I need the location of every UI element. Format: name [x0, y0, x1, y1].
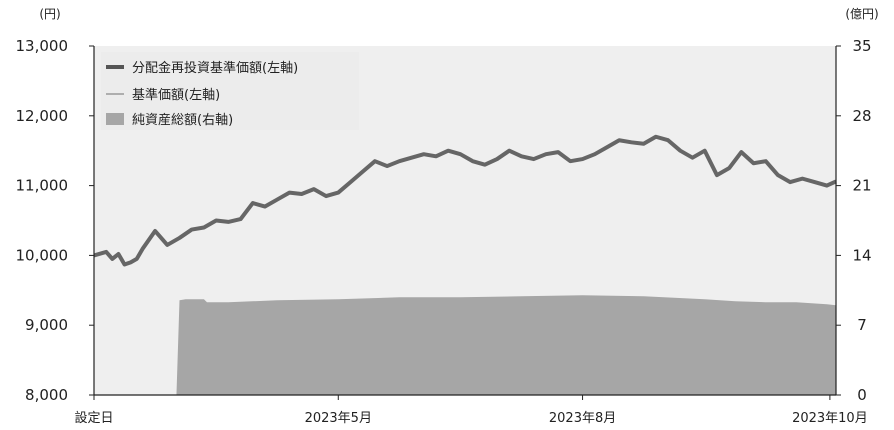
- left-axis-unit: (円): [39, 7, 60, 21]
- x-tick-label: 2023年10月: [792, 411, 868, 426]
- right-tick-label: 21: [852, 177, 871, 195]
- left-tick-label: 12,000: [16, 107, 69, 125]
- legend-label-net-assets: 純資産総額(右軸): [132, 112, 233, 128]
- right-tick-label: 14: [852, 246, 871, 264]
- left-tick-label: 11,000: [16, 177, 69, 195]
- series-line-reinvested-nav: [93, 134, 837, 267]
- left-tick-label: 9,000: [25, 316, 68, 334]
- x-tick-label: 2023年8月: [549, 411, 616, 426]
- right-tick-label: 0: [857, 386, 867, 404]
- x-tick-label: 設定日: [74, 410, 113, 426]
- series-area-net-assets: [94, 295, 836, 395]
- left-tick-label: 10,000: [16, 246, 69, 264]
- legend-label-reinvested-nav: 分配金再投資基準価額(左軸): [132, 60, 298, 76]
- legend-swatch-net-assets: [106, 113, 124, 125]
- legend-label-nav: 基準価額(左軸): [132, 87, 220, 103]
- right-tick-label: 35: [852, 37, 871, 55]
- left-tick-label: 13,000: [16, 37, 69, 55]
- right-axis-unit: (億円): [845, 7, 878, 21]
- legend: 分配金再投資基準価額(左軸) 基準価額(左軸) 純資産総額(右軸): [101, 52, 359, 130]
- left-tick-label: 8,000: [25, 386, 68, 404]
- right-tick-label: 7: [857, 316, 867, 334]
- right-tick-label: 28: [852, 107, 871, 125]
- x-tick-label: 2023年5月: [305, 411, 372, 426]
